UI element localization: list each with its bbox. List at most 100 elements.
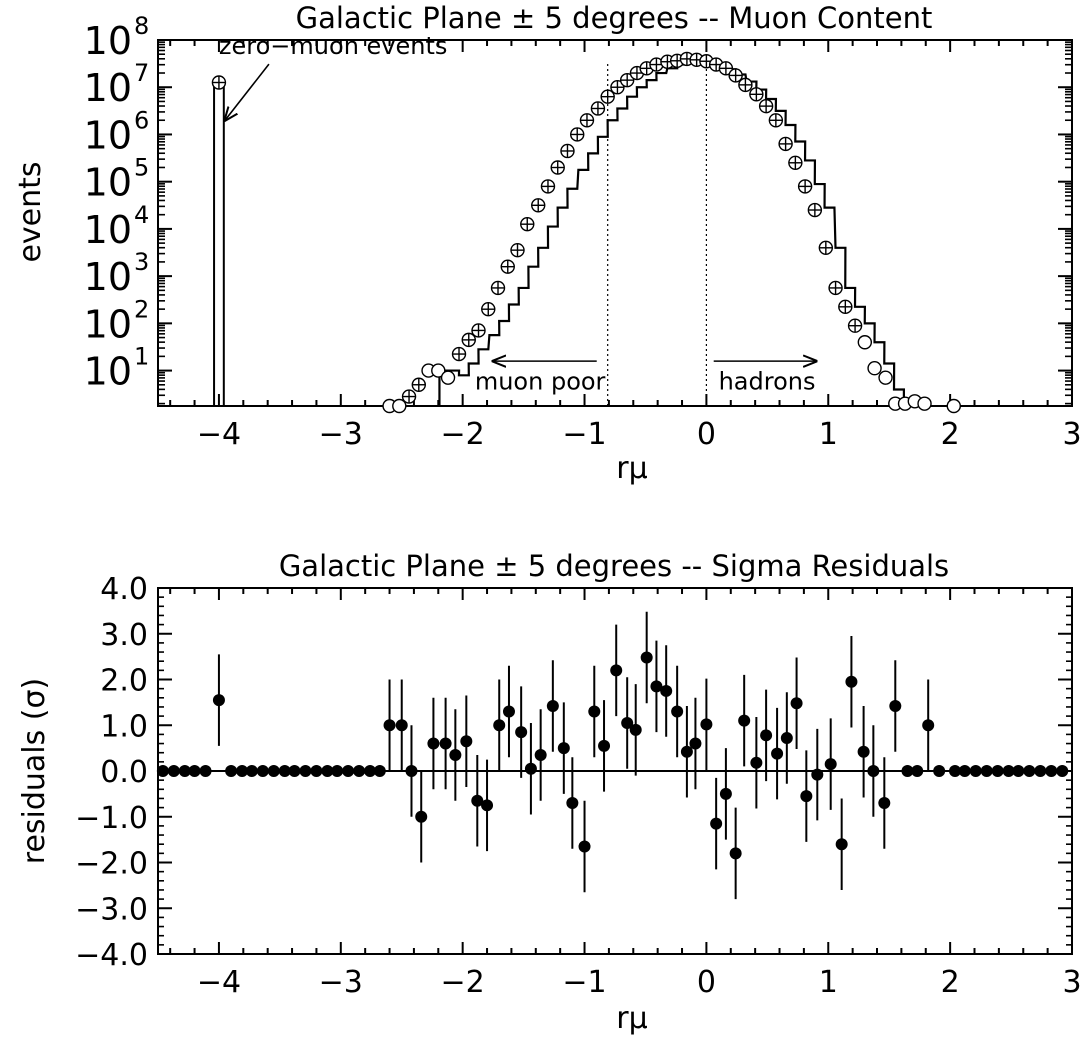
residual-point — [729, 847, 742, 860]
residual-point — [671, 705, 684, 718]
top-data-point — [471, 323, 486, 338]
top-y-tick-label: 10 — [84, 113, 132, 157]
residual-point — [969, 765, 982, 777]
top-annotation-text: muon poor — [475, 367, 606, 395]
residual-point — [342, 765, 355, 777]
top-data-point — [768, 113, 784, 128]
bottom-y-tick-label: −4.0 — [75, 938, 148, 973]
top-data-point — [211, 75, 227, 90]
residual-point — [738, 714, 751, 727]
top-chart-title: Galactic Plane ± 5 degrees -- Muon Conte… — [296, 1, 933, 35]
top-data-point — [531, 198, 546, 213]
top-data-point — [838, 299, 853, 315]
top-data-point — [431, 363, 446, 378]
top-dotted-reference-lines — [607, 61, 708, 406]
top-data-point — [590, 101, 606, 116]
residual-point — [710, 817, 723, 830]
residual-point — [650, 680, 663, 693]
residual-point — [878, 797, 891, 810]
residual-point — [949, 765, 962, 777]
sigma-residuals-panel: Galactic Plane ± 5 degrees -- Sigma Resi… — [17, 549, 1082, 1036]
bottom-error-bars — [217, 611, 930, 900]
residual-point — [167, 765, 180, 777]
residual-point — [188, 765, 201, 777]
residual-point — [689, 737, 702, 750]
residual-point — [278, 765, 291, 777]
top-y-tick-label: 10 — [84, 66, 132, 110]
residual-point — [1034, 765, 1047, 777]
top-data-point — [728, 68, 743, 83]
top-y-tick-exponent: 3 — [134, 248, 149, 276]
residual-point — [383, 719, 396, 732]
bottom-x-tick-label: −3 — [319, 965, 363, 1000]
top-data-point — [797, 179, 813, 194]
residual-point — [588, 705, 601, 718]
bottom-data-points — [156, 651, 1069, 860]
top-data-point — [917, 396, 932, 411]
bottom-chart-title: Galactic Plane ± 5 degrees -- Sigma Resi… — [279, 549, 949, 583]
top-data-point — [610, 80, 625, 95]
residual-point — [156, 765, 169, 777]
top-data-point — [451, 346, 467, 362]
top-histogram — [213, 60, 905, 407]
bottom-x-tick-label: −2 — [441, 965, 485, 1000]
residual-point — [760, 729, 773, 742]
residual-point — [1023, 765, 1036, 777]
top-y-tick-label: 10 — [84, 255, 132, 299]
top-data-point — [510, 242, 525, 258]
residual-point — [991, 765, 1004, 777]
residual-point — [771, 747, 784, 760]
residual-point — [598, 739, 611, 752]
residual-point — [800, 790, 813, 803]
bottom-y-tick-label: −1.0 — [75, 801, 148, 836]
top-annotation-text: hadrons — [719, 367, 816, 395]
top-data-point — [788, 155, 803, 170]
residual-point — [321, 765, 334, 777]
residual-point — [640, 651, 653, 664]
top-data-point — [878, 370, 893, 385]
residual-point — [427, 737, 440, 750]
top-x-tick-labels: −4 −3 −2 −1 0 1 2 3 — [197, 417, 1082, 452]
residual-point — [629, 723, 642, 736]
bottom-y-tick-label: 2.0 — [100, 664, 148, 699]
top-x-tick-label: 1 — [819, 417, 838, 452]
residual-point — [449, 748, 462, 761]
residual-point — [267, 765, 280, 777]
residual-point — [922, 719, 935, 732]
bottom-y-axis-label: residuals (σ) — [17, 678, 52, 864]
residual-point — [578, 840, 591, 853]
top-y-tick-exponent: 5 — [134, 154, 149, 182]
residual-point — [557, 742, 570, 755]
residual-point — [660, 684, 673, 697]
top-y-tick-label: 10 — [84, 208, 132, 252]
top-x-tick-label: 0 — [697, 417, 716, 452]
bottom-x-tick-label: 0 — [697, 965, 716, 1000]
top-data-point — [392, 398, 407, 414]
bottom-axis-ticks — [158, 587, 1073, 955]
top-data-point — [828, 280, 843, 296]
top-data-point — [857, 335, 873, 350]
bottom-x-tick-label: 2 — [941, 965, 960, 1000]
residual-point — [212, 694, 225, 707]
bottom-x-tick-label: 3 — [1062, 965, 1081, 1000]
top-data-point — [738, 77, 753, 93]
bottom-y-tick-label: 3.0 — [100, 618, 148, 653]
top-y-tick-exponent: 8 — [134, 12, 149, 40]
top-plot-frame — [157, 39, 1073, 407]
top-data-point — [818, 240, 834, 255]
residual-point — [1045, 765, 1058, 777]
residual-point — [353, 765, 366, 777]
residual-point — [790, 697, 803, 710]
residual-point — [835, 838, 848, 851]
top-data-point — [440, 370, 456, 385]
residual-point — [566, 797, 579, 810]
bottom-x-axis-label: rμ — [616, 1001, 647, 1036]
residual-point — [310, 765, 323, 777]
top-y-tick-exponent: 7 — [134, 59, 149, 87]
top-y-tick-exponent: 2 — [134, 295, 149, 323]
top-y-tick-label: 10 — [84, 19, 132, 63]
top-annotation-arrow — [225, 63, 270, 120]
top-axis-ticks — [158, 39, 1073, 406]
residual-point — [1012, 765, 1025, 777]
